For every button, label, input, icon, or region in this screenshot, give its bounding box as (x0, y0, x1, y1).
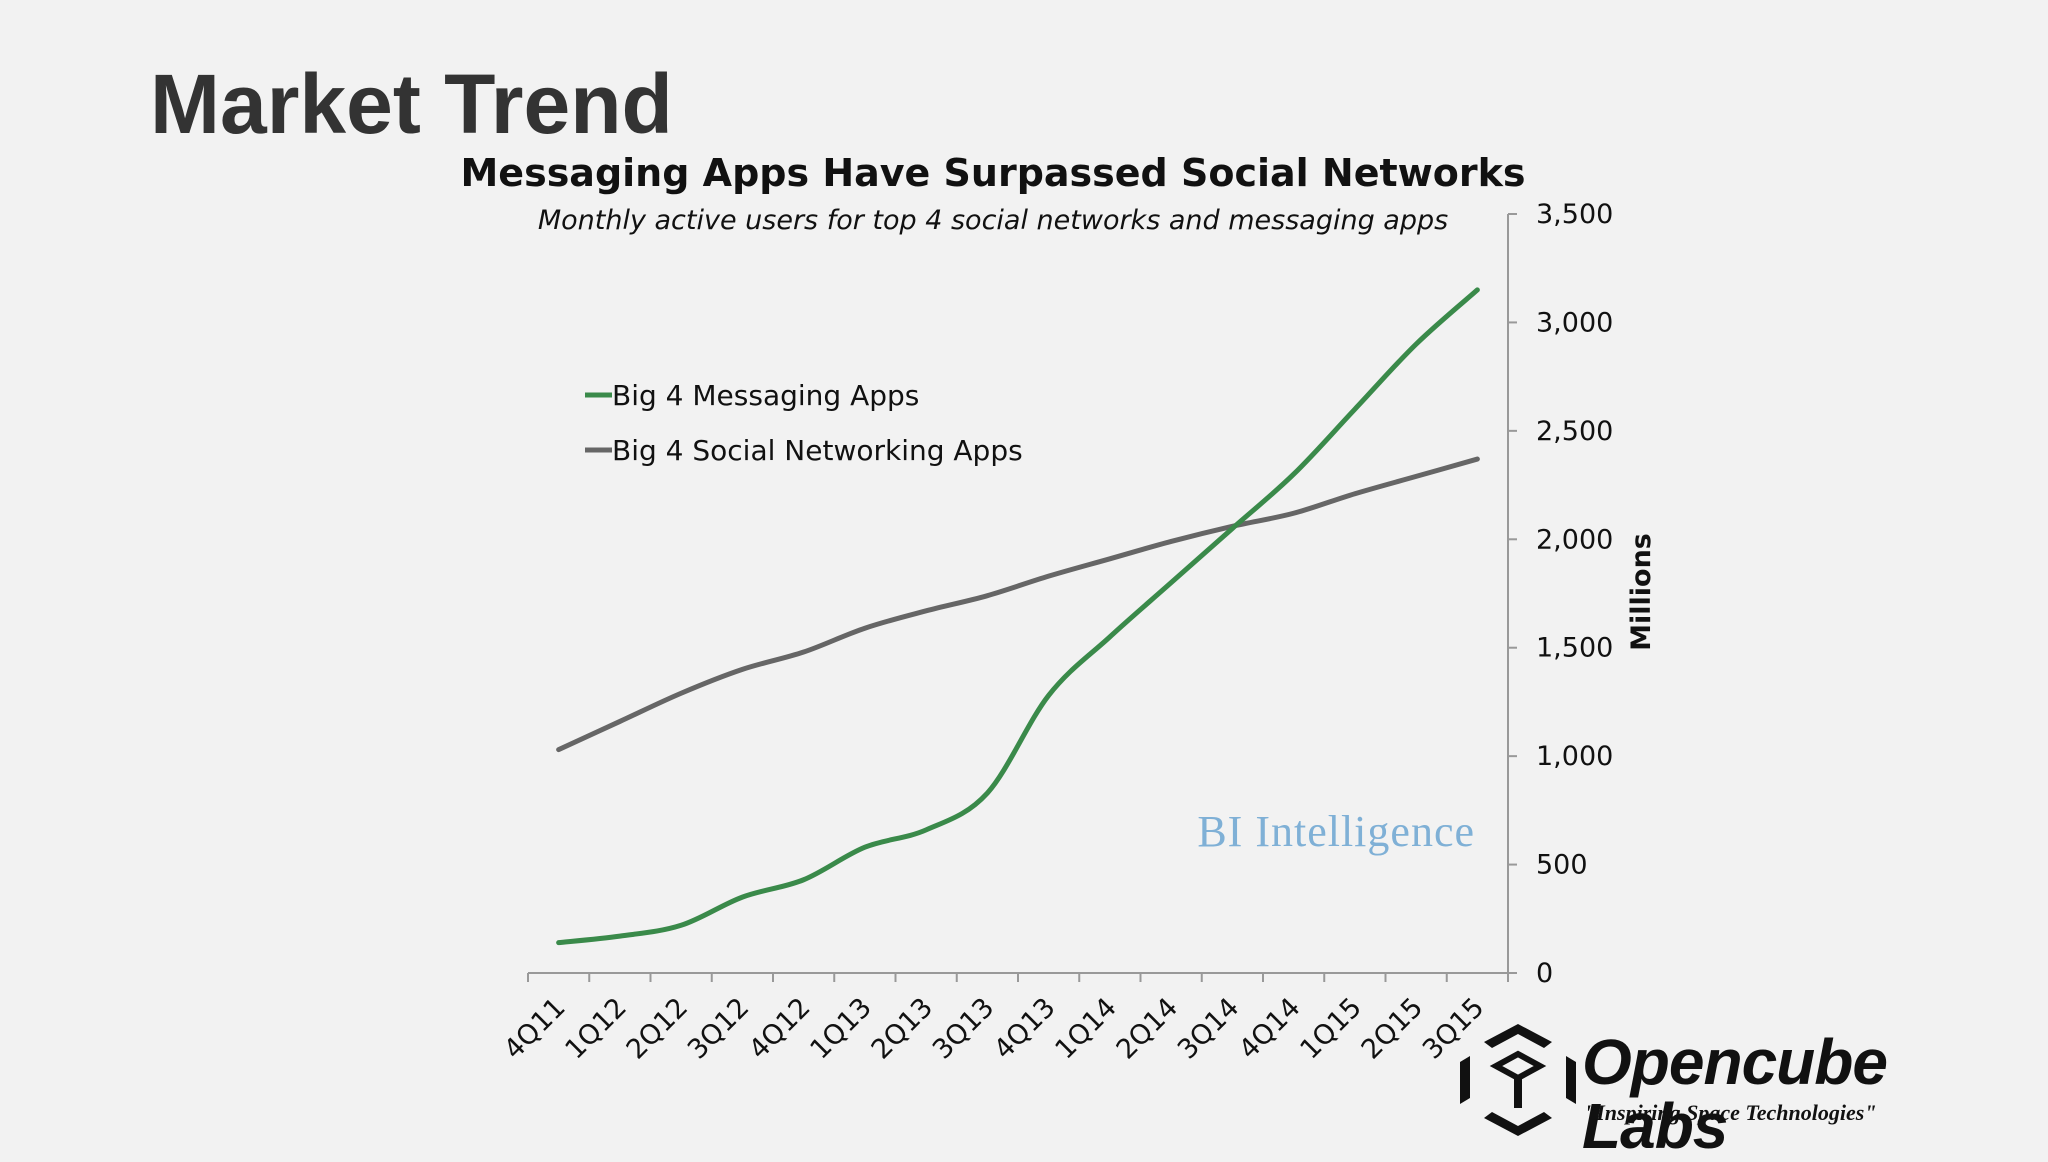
logo-tagline: "Inspiring Space Technologies" (1584, 1100, 1877, 1125)
y-tick-label: 2,500 (1536, 416, 1613, 447)
chart-subtitle: Monthly active users for top 4 social ne… (538, 205, 1448, 236)
y-tick-label: 1,500 (1536, 633, 1613, 664)
x-tick-label: 1Q15 (1294, 992, 1367, 1065)
series-line-0 (556, 287, 1480, 946)
x-tick-label: 2Q15 (1356, 992, 1429, 1065)
x-tick-label: 4Q14 (1233, 992, 1306, 1065)
y-tick-label: 2,000 (1536, 524, 1613, 555)
x-tick-label: 1Q13 (804, 992, 877, 1065)
series-line-1 (556, 456, 1480, 753)
x-tick-label: 3Q14 (1172, 992, 1245, 1065)
x-tick-label: 1Q12 (559, 992, 632, 1065)
y-tick-label: 3,000 (1536, 307, 1613, 338)
x-tick-label: 1Q14 (1049, 992, 1122, 1065)
y-tick-label: 0 (1536, 958, 1553, 989)
chart-legend: Big 4 Messaging Apps Big 4 Social Network… (585, 379, 1023, 467)
bi-intelligence-watermark: BI Intelligence (1197, 807, 1475, 856)
x-tick-label: 2Q14 (1111, 992, 1184, 1065)
y-tick-label: 500 (1536, 850, 1588, 881)
x-tick-label: 4Q11 (498, 992, 571, 1065)
x-tick-label: 4Q13 (988, 992, 1061, 1065)
x-tick-label: 3Q12 (682, 992, 755, 1065)
chart-title: Messaging Apps Have Surpassed Social Net… (460, 151, 1525, 195)
x-tick-label: 3Q13 (927, 992, 1000, 1065)
legend-label: Big 4 Social Networking Apps (612, 434, 1023, 467)
y-axis-label: Millions (1626, 533, 1657, 651)
opencube-logo-icon (1460, 1024, 1576, 1136)
y-tick-label: 1,000 (1536, 741, 1613, 772)
x-tick-label: 4Q12 (743, 992, 816, 1065)
logo-name: Opencube Labs (1582, 1026, 1888, 1162)
slide-title: Market Trend (150, 57, 673, 151)
x-tick-label: 2Q13 (866, 992, 939, 1065)
chart-axes: 4Q111Q122Q123Q124Q121Q132Q133Q134Q131Q14… (498, 199, 1613, 1065)
chart-lines (556, 287, 1480, 946)
x-tick-label: 2Q12 (621, 992, 694, 1065)
legend-label: Big 4 Messaging Apps (612, 379, 919, 412)
y-tick-label: 3,500 (1536, 199, 1613, 230)
